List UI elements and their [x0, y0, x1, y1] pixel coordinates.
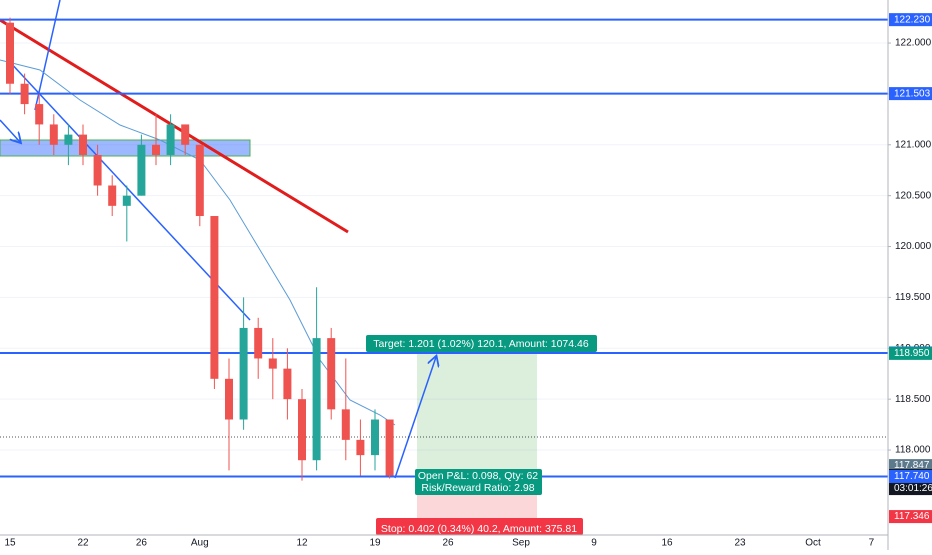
stop-box	[376, 518, 583, 535]
candle-body	[225, 378, 233, 420]
candle-body	[49, 124, 58, 145]
y-tick-label: 120.000	[895, 241, 932, 252]
price-tag	[889, 510, 932, 524]
projection-arrow	[394, 357, 436, 479]
candle-body	[327, 338, 336, 410]
candle-body	[356, 439, 365, 456]
target-label: Target: 1.201 (1.02%) 120.1, Amount: 107…	[373, 338, 589, 350]
x-tick-label: Sep	[512, 538, 530, 549]
candle-body	[122, 195, 131, 206]
candle-body	[181, 124, 190, 145]
x-tick-label: 26	[442, 538, 454, 549]
grid-layer	[0, 42, 888, 451]
x-tick-label: 26	[136, 538, 148, 549]
x-tick-label: 12	[296, 538, 308, 549]
candle-body	[35, 104, 44, 125]
candle-body	[298, 399, 306, 461]
candle-body	[210, 216, 219, 379]
candle-body	[371, 419, 379, 456]
candle-body	[137, 144, 146, 196]
y-tick-label: 118.000	[895, 445, 931, 456]
trend-line	[34, 0, 61, 111]
y-tick-label: 121.000	[895, 139, 932, 150]
axes: 118.000118.500119.000119.500120.000120.5…	[4, 13, 932, 549]
candle-body	[254, 327, 263, 359]
y-tick-label: 122.000	[895, 38, 932, 49]
x-tick-label: 16	[661, 538, 673, 549]
candle-body	[283, 368, 292, 400]
price-tag	[889, 13, 932, 27]
moving-average	[0, 59, 396, 426]
x-tick-label: 7	[869, 538, 875, 549]
y-tick-label: 118.500	[895, 394, 931, 405]
risk-reward-label: Risk/Reward Ratio: 2.98	[421, 482, 534, 494]
price-tag	[889, 459, 932, 473]
price-tag	[889, 469, 932, 483]
drawings	[0, 0, 888, 535]
candle-body	[239, 327, 248, 420]
candle-body	[385, 419, 394, 476]
price-tag-label: 117.847	[894, 460, 930, 471]
price-tag-label: 118.950	[894, 348, 930, 359]
countdown-tag	[889, 482, 932, 496]
candle-body	[268, 358, 277, 369]
y-tick-label: 119.500	[895, 292, 931, 303]
candle-body	[312, 338, 321, 461]
trend-line	[7, 59, 251, 321]
y-tick-label: 120.500	[895, 190, 932, 201]
candle-body	[64, 134, 73, 145]
price-tag-label: 117.346	[894, 511, 930, 522]
candle-body	[20, 83, 29, 105]
open-pl-label: Open P&L: 0.098, Qty: 62	[418, 470, 538, 482]
price-tag-label: 121.503	[894, 88, 931, 99]
x-axis-bg	[0, 535, 932, 550]
candle-body	[93, 154, 102, 186]
profit-zone	[417, 353, 537, 477]
candle-body	[79, 134, 87, 155]
candle-body	[341, 409, 350, 440]
x-tick-label: 15	[4, 538, 16, 549]
x-tick-label: 23	[734, 538, 746, 549]
candle-body	[195, 144, 204, 217]
stop-label: Stop: 0.402 (0.34%) 40.2, Amount: 375.81	[381, 523, 577, 535]
x-tick-label: Aug	[191, 538, 209, 549]
candle-body	[152, 144, 160, 155]
candles	[6, 17, 394, 481]
candle-body	[108, 185, 117, 206]
x-tick-label: 9	[591, 538, 597, 549]
candle-body	[6, 22, 14, 84]
candle-body	[166, 124, 175, 155]
pl-box	[415, 469, 542, 495]
position-labels: Target: 1.201 (1.02%) 120.1, Amount: 107…	[366, 335, 597, 535]
x-tick-label: Oct	[805, 538, 821, 549]
arrow	[0, 119, 20, 142]
price-tag-label: 122.230	[894, 14, 931, 25]
x-tick-label: 22	[77, 538, 89, 549]
x-tick-label: 19	[369, 538, 381, 549]
countdown-label: 03:01:26	[894, 483, 932, 494]
price-tag	[889, 87, 932, 101]
target-box	[366, 335, 597, 352]
price-tag	[889, 346, 932, 360]
price-tag-label: 117.740	[894, 471, 930, 482]
